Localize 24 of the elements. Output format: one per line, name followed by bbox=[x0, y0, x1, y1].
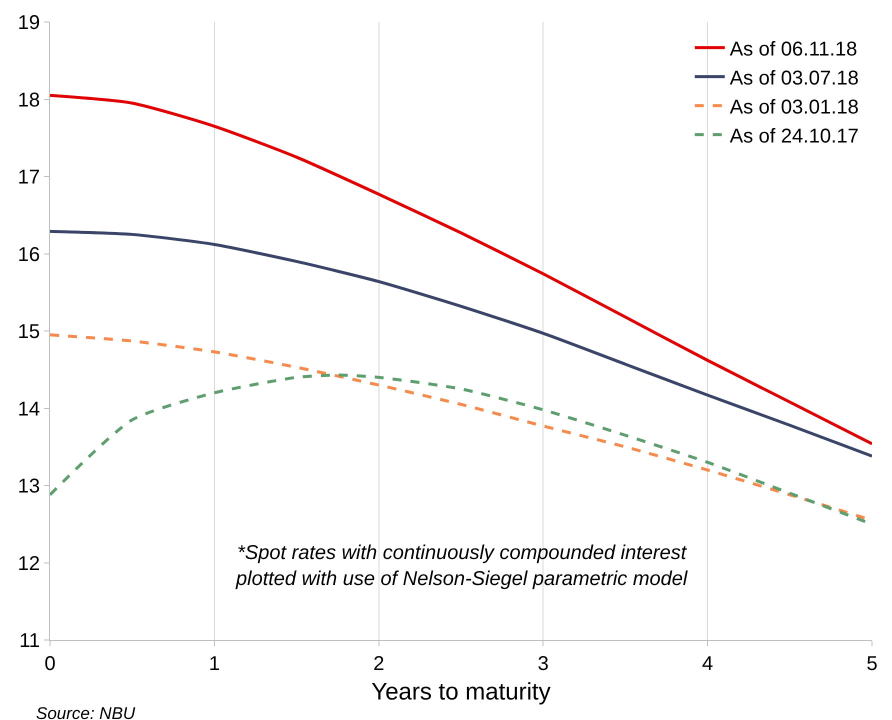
x-tick-label: 4 bbox=[702, 653, 714, 675]
y-tick-label: 12 bbox=[18, 552, 40, 575]
y-tick-label: 15 bbox=[18, 321, 40, 343]
source-note: Source: NBU bbox=[36, 704, 136, 720]
annotation: *Spot rates with continuously compounded interest plotted with use of Nelson-Siegel parametric model bbox=[235, 542, 688, 590]
y-tick-label: 13 bbox=[18, 476, 40, 498]
line-series bbox=[50, 230, 872, 458]
x-tick-label: 0 bbox=[44, 653, 56, 675]
legend-label: As of 03.07.18 bbox=[730, 67, 859, 90]
x-tick-label: 1 bbox=[208, 653, 220, 675]
y-tick-label: 18 bbox=[18, 89, 40, 112]
y-tick-label: 17 bbox=[18, 166, 40, 188]
y-tick-label: 14 bbox=[18, 398, 40, 420]
y-tick-label: 11 bbox=[19, 630, 40, 652]
legend-label: As of 24.10.17 bbox=[730, 125, 859, 148]
x-tick-label: 2 bbox=[373, 653, 384, 675]
line-series bbox=[50, 94, 872, 446]
x-tick-label: 5 bbox=[866, 653, 878, 675]
legend-label: As of 03.01.18 bbox=[730, 96, 859, 118]
legend-label: As of 06.11.18 bbox=[730, 38, 858, 60]
y-tick-label: 19 bbox=[18, 12, 40, 34]
x-axis-title: Years to maturity bbox=[371, 678, 551, 706]
y-tick-label: 16 bbox=[18, 244, 40, 266]
x-tick-label: 3 bbox=[538, 653, 549, 675]
